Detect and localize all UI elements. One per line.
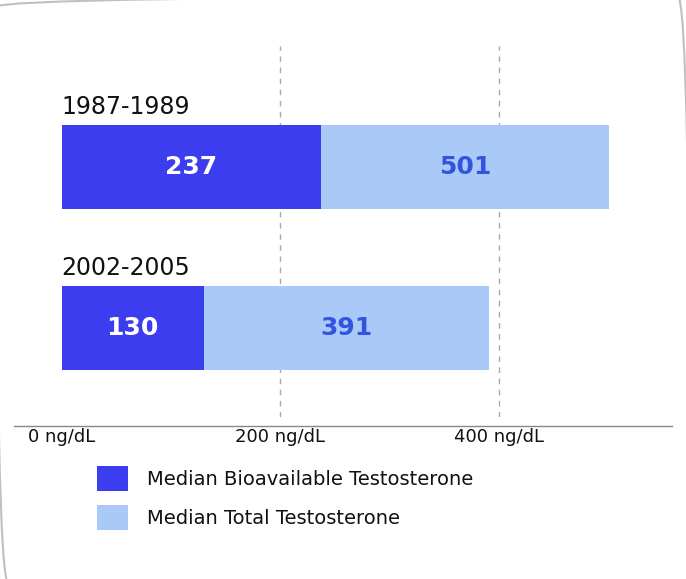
- Text: 391: 391: [320, 316, 372, 340]
- Text: 1987-1989: 1987-1989: [62, 95, 190, 119]
- Text: 501: 501: [438, 155, 491, 179]
- Text: 130: 130: [106, 316, 159, 340]
- Bar: [62, 125, 320, 209]
- Bar: [62, 125, 609, 209]
- Bar: [62, 287, 204, 370]
- Text: 237: 237: [165, 155, 217, 179]
- Bar: [62, 287, 489, 370]
- Legend: Median Bioavailable Testosterone, Median Total Testosterone: Median Bioavailable Testosterone, Median…: [89, 459, 482, 537]
- Text: 2002-2005: 2002-2005: [62, 256, 191, 280]
